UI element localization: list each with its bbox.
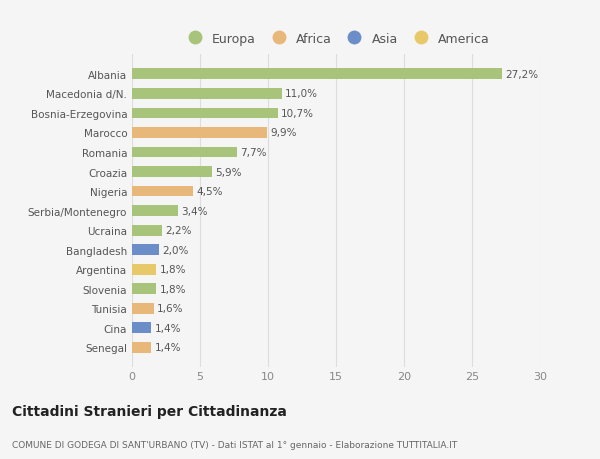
Bar bbox=[132, 225, 162, 236]
Bar bbox=[132, 128, 266, 139]
Text: 4,5%: 4,5% bbox=[197, 187, 223, 196]
Bar bbox=[132, 89, 281, 100]
Bar bbox=[132, 206, 178, 217]
Bar bbox=[132, 303, 154, 314]
Text: 7,7%: 7,7% bbox=[240, 148, 266, 157]
Text: 1,8%: 1,8% bbox=[160, 265, 187, 274]
Text: 1,4%: 1,4% bbox=[154, 343, 181, 353]
Bar bbox=[132, 284, 157, 295]
Text: 1,6%: 1,6% bbox=[157, 304, 184, 313]
Bar bbox=[132, 323, 151, 334]
Text: 2,0%: 2,0% bbox=[163, 245, 189, 255]
Text: 1,4%: 1,4% bbox=[154, 323, 181, 333]
Text: COMUNE DI GODEGA DI SANT'URBANO (TV) - Dati ISTAT al 1° gennaio - Elaborazione T: COMUNE DI GODEGA DI SANT'URBANO (TV) - D… bbox=[12, 441, 457, 449]
Text: 2,2%: 2,2% bbox=[166, 226, 192, 235]
Text: 10,7%: 10,7% bbox=[281, 109, 314, 118]
Bar bbox=[132, 342, 151, 353]
Text: 11,0%: 11,0% bbox=[285, 89, 318, 99]
Bar bbox=[132, 108, 278, 119]
Text: 9,9%: 9,9% bbox=[270, 128, 296, 138]
Bar bbox=[132, 186, 193, 197]
Text: 5,9%: 5,9% bbox=[215, 167, 242, 177]
Bar bbox=[132, 264, 157, 275]
Bar bbox=[132, 167, 212, 178]
Text: 27,2%: 27,2% bbox=[505, 70, 538, 79]
Bar bbox=[132, 147, 237, 158]
Bar bbox=[132, 69, 502, 80]
Text: 3,4%: 3,4% bbox=[182, 206, 208, 216]
Bar bbox=[132, 245, 159, 256]
Legend: Europa, Africa, Asia, America: Europa, Africa, Asia, America bbox=[179, 30, 493, 48]
Text: 1,8%: 1,8% bbox=[160, 284, 187, 294]
Text: Cittadini Stranieri per Cittadinanza: Cittadini Stranieri per Cittadinanza bbox=[12, 404, 287, 419]
